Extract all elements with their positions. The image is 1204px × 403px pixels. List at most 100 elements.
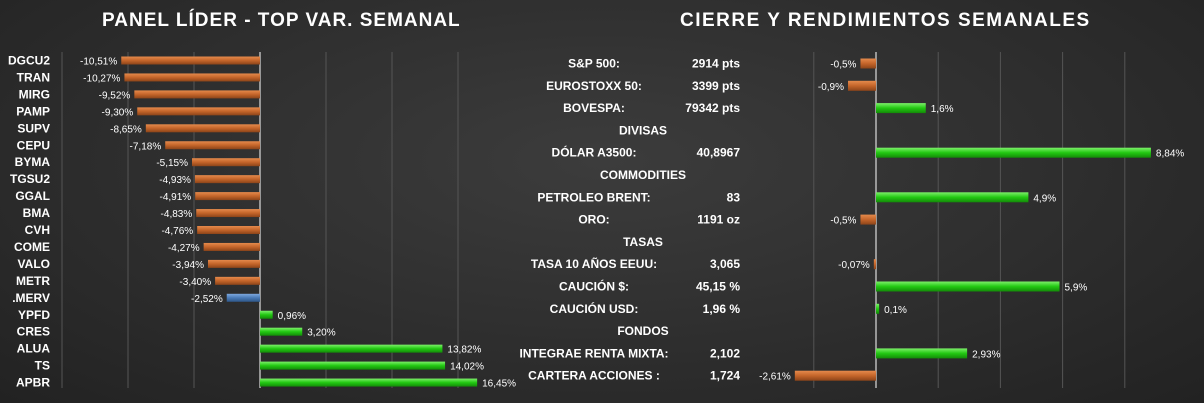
bar bbox=[876, 103, 926, 114]
row-label: ORO: bbox=[578, 213, 609, 227]
bar bbox=[124, 73, 260, 82]
tick-label: MIRG bbox=[19, 87, 50, 101]
data-label: 8,84% bbox=[1156, 149, 1184, 160]
data-label: -9,52% bbox=[99, 90, 131, 101]
data-label: 3,20% bbox=[307, 328, 335, 339]
data-label: -8,65% bbox=[110, 124, 142, 135]
bar bbox=[860, 214, 876, 225]
data-label: -2,61% bbox=[759, 372, 791, 383]
row-close-value: 2,102 bbox=[710, 346, 740, 360]
left-bar-chart: DGCU2 -10,51% TRAN -10,27% MIRG -9,52% PAMP -9,… bbox=[8, 54, 516, 390]
bar bbox=[207, 259, 260, 268]
data-label: -3,94% bbox=[172, 260, 204, 271]
data-label: -10,51% bbox=[80, 57, 117, 68]
row-close-value: 1,724 bbox=[710, 369, 740, 383]
tick-label: PAMP bbox=[16, 104, 50, 118]
bar bbox=[876, 192, 1029, 203]
right-panel-title: CIERRE Y RENDIMIENTOS SEMANALES bbox=[680, 10, 1091, 31]
data-label: 4,9% bbox=[1033, 193, 1056, 204]
bar bbox=[165, 141, 260, 150]
data-label: -2,52% bbox=[191, 294, 223, 305]
row-label: CAUCIÓN USD: bbox=[550, 301, 639, 316]
tick-label: SUPV bbox=[17, 121, 50, 135]
data-label: -5,15% bbox=[156, 158, 188, 169]
data-label: -4,83% bbox=[161, 209, 193, 220]
bar bbox=[848, 80, 876, 91]
bar bbox=[876, 147, 1151, 158]
data-label: 13,82% bbox=[447, 345, 481, 356]
row-label: CAUCIÓN $: bbox=[559, 279, 629, 294]
bar bbox=[192, 158, 260, 167]
bar bbox=[196, 209, 260, 218]
bar bbox=[195, 192, 260, 201]
row-close-value: 3,065 bbox=[710, 257, 740, 271]
data-label: -4,93% bbox=[159, 175, 191, 186]
row-label: BOVESPA: bbox=[563, 101, 625, 115]
tick-label: YPFD bbox=[18, 308, 50, 322]
tick-label: CVH bbox=[25, 223, 50, 237]
data-label: -9,30% bbox=[102, 107, 134, 118]
tick-label: BMA bbox=[23, 206, 51, 220]
tick-label: TGSU2 bbox=[10, 172, 50, 186]
row-close-value: 1,96 % bbox=[703, 302, 741, 316]
row-label: DÓLAR A3500: bbox=[552, 145, 637, 160]
data-label: -10,27% bbox=[83, 73, 120, 84]
data-label: 14,02% bbox=[450, 362, 484, 373]
data-label: 16,45% bbox=[482, 379, 516, 390]
bar bbox=[260, 378, 478, 387]
data-label: -0,5% bbox=[830, 216, 856, 227]
data-label: -0,5% bbox=[830, 60, 856, 71]
tick-label: .MERV bbox=[12, 291, 50, 305]
bar bbox=[260, 344, 443, 353]
bar bbox=[794, 370, 876, 381]
row-close-value: 83 bbox=[727, 190, 741, 204]
row-label: PETROLEO BRENT: bbox=[537, 190, 650, 204]
row-close-value: 2914 pts bbox=[692, 57, 740, 71]
tick-label: ALUA bbox=[17, 342, 51, 356]
row-close-value: 1191 oz bbox=[697, 213, 740, 227]
row-label: TASA 10 AÑOS EEUU: bbox=[531, 256, 657, 271]
section-header: DIVISAS bbox=[619, 123, 667, 137]
left-panel-title: PANEL LÍDER - TOP VAR. SEMANAL bbox=[102, 10, 461, 31]
data-label: -7,18% bbox=[130, 141, 162, 152]
tick-label: TRAN bbox=[17, 70, 50, 84]
bar bbox=[194, 175, 260, 184]
section-header: FONDOS bbox=[617, 324, 668, 338]
row-label: S&P 500: bbox=[568, 57, 620, 71]
row-label: EUROSTOXX 50: bbox=[546, 79, 642, 93]
left-chart-grid bbox=[61, 52, 459, 388]
data-label: 0,1% bbox=[884, 305, 907, 316]
tick-label: COME bbox=[14, 240, 50, 254]
data-label: -4,91% bbox=[160, 192, 192, 203]
tick-label: CRES bbox=[17, 325, 50, 339]
bar bbox=[134, 90, 260, 99]
data-label: 0,96% bbox=[278, 311, 306, 322]
bar bbox=[137, 107, 260, 116]
data-label: 2,93% bbox=[972, 349, 1000, 360]
bar bbox=[860, 58, 876, 69]
data-label: -3,40% bbox=[179, 277, 211, 288]
data-label: 5,9% bbox=[1064, 283, 1087, 294]
bar bbox=[260, 327, 303, 336]
row-label: CARTERA ACCIONES : bbox=[528, 369, 660, 383]
tick-label: VALO bbox=[18, 257, 50, 271]
row-close-value: 79342 pts bbox=[685, 101, 740, 115]
tick-label: METR bbox=[16, 274, 50, 288]
data-label: -0,9% bbox=[818, 82, 844, 93]
bar bbox=[260, 310, 273, 319]
data-label: -4,27% bbox=[168, 243, 200, 254]
row-close-value: 45,15 % bbox=[696, 280, 740, 294]
right-bar-chart: S&P 500: 2914 pts -0,5% EUROSTOXX 50: 3399 p… bbox=[519, 57, 1184, 383]
row-close-value: 40,8967 bbox=[697, 146, 741, 160]
tick-label: APBR bbox=[16, 376, 50, 390]
row-label: INTEGRAE RENTA MIXTA: bbox=[519, 346, 668, 360]
bar bbox=[121, 56, 260, 65]
bar bbox=[203, 242, 260, 251]
bar bbox=[876, 303, 880, 314]
tick-label: CEPU bbox=[17, 138, 50, 152]
bar bbox=[873, 259, 876, 270]
bar bbox=[215, 276, 260, 285]
bar bbox=[876, 281, 1060, 292]
